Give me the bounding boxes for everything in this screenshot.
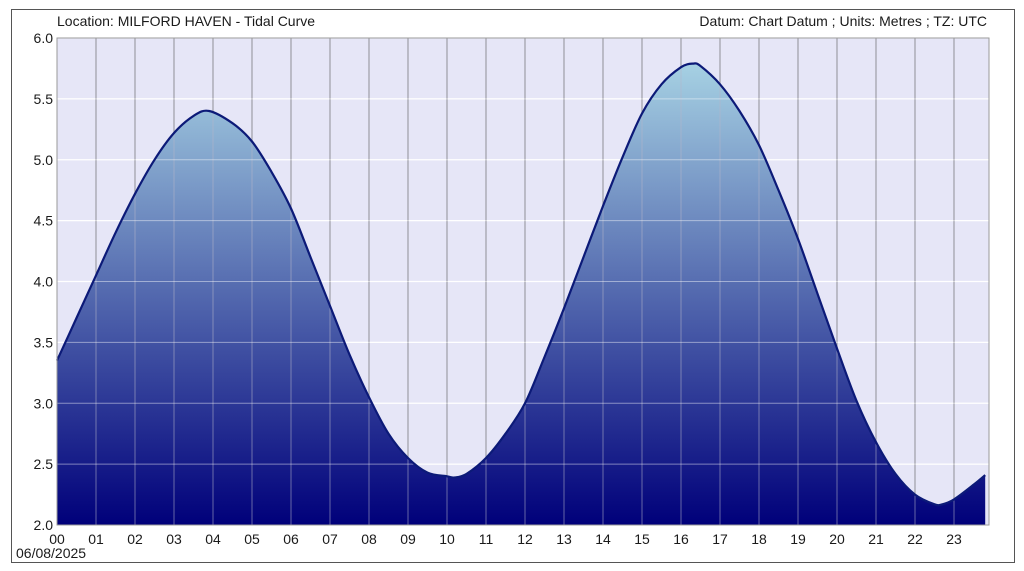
x-tick-label: 17	[712, 531, 728, 547]
x-tick-label: 18	[751, 531, 767, 547]
x-tick-label: 03	[166, 531, 182, 547]
tide-area	[57, 63, 986, 525]
y-tick-label: 4.0	[34, 274, 54, 290]
horizontal-gridlines-over-area	[57, 37, 989, 526]
x-tick-label: 05	[244, 531, 260, 547]
y-axis-tick-labels: 2.0 2.5 3.0 3.5 4.0 4.5 5.0 5.5 6.0	[34, 30, 54, 533]
plot-border	[56, 37, 990, 526]
x-tick-label: 14	[595, 531, 611, 547]
y-tick-label: 3.0	[34, 395, 54, 411]
x-tick-label: 11	[479, 531, 494, 547]
x-tick-label: 00	[49, 531, 65, 547]
x-axis-tick-labels: 00 01 02 03 04 05 06 07 08 09 10 11 12 13 14 15 16 17 18 19…	[49, 531, 962, 547]
x-tick-label: 04	[205, 531, 221, 547]
x-tick-label: 12	[517, 531, 533, 547]
y-tick-label: 5.0	[34, 152, 54, 168]
x-tick-label: 23	[946, 531, 962, 547]
y-tick-label: 2.5	[34, 456, 54, 472]
x-tick-label: 16	[673, 531, 689, 547]
chart-title-datum: Datum: Chart Datum ; Units: Metres ; TZ:…	[699, 13, 987, 29]
y-tick-label: 6.0	[34, 30, 54, 46]
y-tick-label: 2.0	[34, 517, 54, 533]
x-tick-label: 13	[556, 531, 572, 547]
x-tick-label: 01	[88, 531, 104, 547]
x-tick-label: 06	[283, 531, 299, 547]
tide-line	[56, 62, 986, 507]
x-tick-label: 21	[868, 531, 884, 547]
x-tick-label: 20	[829, 531, 845, 547]
x-tick-label: 09	[400, 531, 416, 547]
date-label: 06/08/2025	[16, 545, 87, 561]
x-tick-label: 07	[322, 531, 338, 547]
y-tick-label: 5.5	[34, 91, 54, 107]
x-tick-label: 08	[361, 531, 377, 547]
x-tick-label: 15	[634, 531, 650, 547]
chart-title-location: Location: MILFORD HAVEN - Tidal Curve	[57, 13, 316, 29]
y-tick-label: 4.5	[34, 213, 54, 229]
x-tick-label: 02	[127, 531, 143, 547]
x-tick-label: 19	[790, 531, 806, 547]
x-tick-label: 10	[439, 531, 455, 547]
vertical-gridlines-over-area	[95, 38, 955, 525]
y-tick-label: 3.5	[34, 334, 54, 350]
x-tick-label: 22	[907, 531, 923, 547]
